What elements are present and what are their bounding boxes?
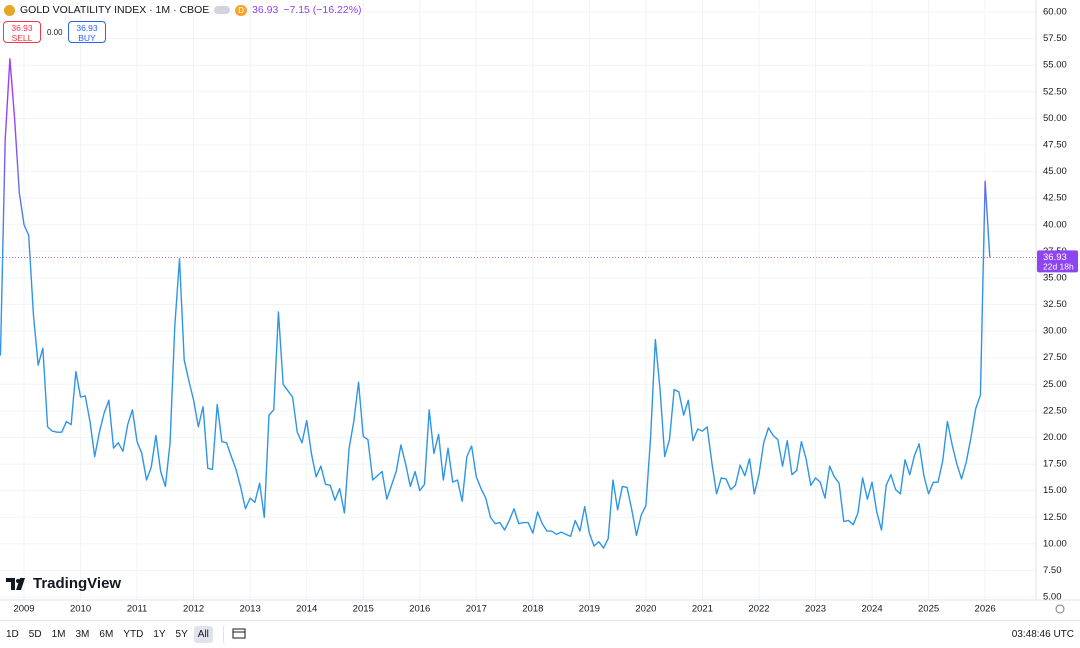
y-tick-label: 12.50 bbox=[1043, 512, 1067, 523]
spread: 0.00 bbox=[47, 28, 63, 37]
last-price-tag bbox=[1037, 250, 1078, 273]
sell-price: 36.93 bbox=[11, 23, 33, 33]
x-tick-label: 2011 bbox=[127, 604, 147, 615]
sell-label: SELL bbox=[11, 33, 33, 43]
x-tick-label: 2026 bbox=[975, 604, 996, 615]
symbol-icon bbox=[4, 4, 15, 16]
y-tick-label: 20.00 bbox=[1043, 432, 1067, 443]
settings-icon[interactable] bbox=[1055, 604, 1065, 614]
symbol-title: GOLD VOLATILITY INDEX · 1M · CBOE bbox=[20, 4, 210, 16]
buy-button[interactable]: 36.93 BUY bbox=[68, 21, 106, 43]
last-price-label: 36.93 bbox=[1043, 252, 1067, 263]
x-tick-label: 2009 bbox=[13, 604, 34, 615]
x-tick-label: 2017 bbox=[466, 604, 487, 615]
price-change: −7.15 (−16.22%) bbox=[283, 4, 362, 16]
y-tick-label: 42.50 bbox=[1043, 193, 1067, 204]
series-line bbox=[0, 58, 991, 549]
y-tick-label: 5.00 bbox=[1043, 592, 1062, 603]
x-tick-label: 2014 bbox=[296, 604, 317, 615]
y-tick-label: 57.50 bbox=[1043, 33, 1067, 44]
range-button[interactable]: 3M bbox=[75, 629, 90, 640]
range-button[interactable]: All bbox=[193, 626, 213, 643]
y-tick-label: 50.00 bbox=[1043, 113, 1067, 124]
x-tick-label: 2023 bbox=[805, 604, 826, 615]
delay-badge: D bbox=[235, 4, 248, 16]
date-range-button[interactable] bbox=[222, 624, 250, 645]
bottom-toolbar: 1D 5D 1M 3M 6M YTD 1Y 5Y All 03:48:46 UTC bbox=[0, 620, 1080, 648]
range-button[interactable]: 5D bbox=[28, 629, 42, 640]
sell-button[interactable]: 36.93 SELL bbox=[3, 21, 41, 43]
y-tick-label: 10.00 bbox=[1043, 538, 1067, 549]
x-tick-label: 2012 bbox=[183, 604, 204, 615]
y-tick-label: 35.00 bbox=[1043, 272, 1067, 283]
x-tick-label: 2019 bbox=[579, 604, 600, 615]
y-tick-label: 55.00 bbox=[1043, 60, 1067, 71]
chart: 5.00 7.50 10.00 12.50 15.00 17.50 20.00 22.50 25… bbox=[0, 0, 1080, 615]
clock: 03:48:46 UTC bbox=[1011, 629, 1074, 640]
range-button[interactable]: 1D bbox=[6, 629, 19, 640]
y-tick-label: 25.00 bbox=[1043, 379, 1067, 390]
range-button[interactable]: 1M bbox=[51, 629, 66, 640]
y-tick-label: 52.50 bbox=[1043, 86, 1067, 97]
x-tick-label: 2020 bbox=[635, 604, 656, 615]
y-tick-label: 15.00 bbox=[1043, 485, 1067, 496]
y-tick-label: 32.50 bbox=[1043, 299, 1067, 310]
buy-label: BUY bbox=[78, 33, 96, 43]
buy-price: 36.93 bbox=[76, 23, 98, 33]
x-tick-label: 2021 bbox=[692, 604, 713, 615]
range-button[interactable]: YTD bbox=[123, 629, 144, 640]
x-tick-label: 2016 bbox=[409, 604, 430, 615]
y-tick-label: 45.00 bbox=[1043, 166, 1067, 177]
x-tick-label: 2024 bbox=[861, 604, 882, 615]
x-tick-label: 2022 bbox=[748, 604, 769, 615]
status-dot bbox=[214, 6, 231, 14]
x-tick-label: 2018 bbox=[522, 604, 543, 615]
y-tick-label: 40.00 bbox=[1043, 219, 1067, 230]
countdown-label: 22d 18h bbox=[1043, 262, 1074, 272]
last-price: 36.93 bbox=[252, 4, 279, 16]
y-tick-label: 17.50 bbox=[1043, 459, 1067, 470]
y-tick-label: 27.50 bbox=[1043, 352, 1067, 363]
logo-icon bbox=[6, 577, 25, 590]
y-tick-label: 7.50 bbox=[1043, 565, 1062, 576]
range-button[interactable]: 5Y bbox=[175, 629, 188, 640]
y-tick-label: 60.00 bbox=[1043, 7, 1067, 18]
x-tick-label: 2010 bbox=[70, 604, 91, 615]
x-tick-label: 2013 bbox=[240, 604, 261, 615]
y-tick-label: 47.50 bbox=[1043, 139, 1067, 150]
y-tick-label: 22.50 bbox=[1043, 405, 1067, 416]
x-tick-label: 2015 bbox=[353, 604, 374, 615]
logo-text: TradingView bbox=[33, 575, 122, 592]
range-button[interactable]: 6M bbox=[99, 629, 114, 640]
y-tick-label: 30.00 bbox=[1043, 326, 1067, 337]
range-button[interactable]: 1Y bbox=[153, 629, 166, 640]
x-tick-label: 2025 bbox=[918, 604, 939, 615]
logo[interactable]: TradingView bbox=[6, 575, 121, 592]
legend-header: GOLD VOLATILITY INDEX · 1M · CBOE D 36.9… bbox=[4, 4, 362, 16]
